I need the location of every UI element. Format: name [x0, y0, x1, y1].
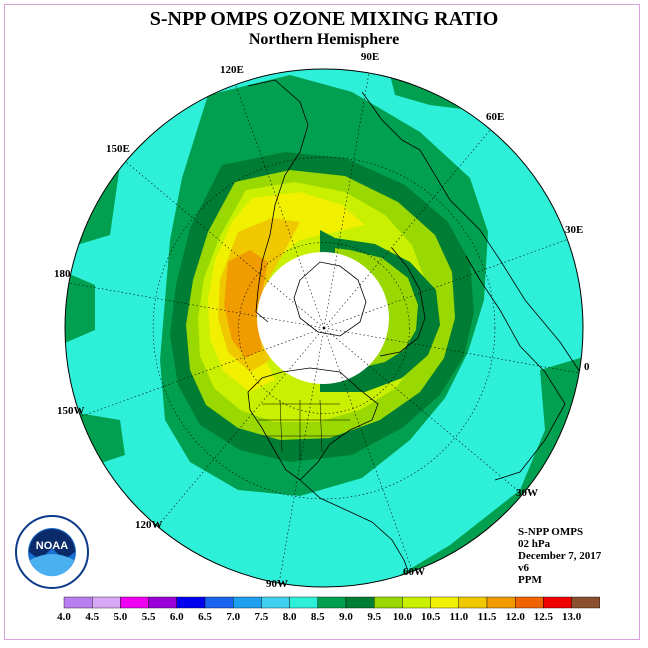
meridian-line	[323, 327, 413, 572]
colorbar-tick-label: 9.0	[339, 611, 353, 623]
colorbar-swatch	[543, 596, 572, 609]
coast-europe-north	[379, 247, 426, 357]
colorbar-tick-label: 8.5	[311, 611, 325, 623]
meridian-line	[125, 161, 325, 329]
lon-label-120e: 120E	[220, 64, 244, 76]
colorbar-swatch	[204, 596, 234, 609]
map-boundary	[64, 68, 584, 588]
colorbar-swatch	[515, 596, 544, 609]
coast-central-america	[299, 479, 413, 583]
colorbar-swatch	[430, 596, 460, 609]
colorbar-swatch	[402, 596, 431, 609]
colorbar-tick-label: 11.0	[449, 611, 468, 623]
colorbar-tick-label: 9.5	[367, 611, 381, 623]
lon-label-60e: 60E	[486, 111, 504, 123]
meridian-line	[157, 327, 325, 527]
info-date: December 7, 2017	[518, 550, 602, 562]
meridian-line	[68, 282, 325, 329]
coast-africa-europe	[465, 255, 566, 481]
lon-label-30e: 30E	[565, 224, 583, 236]
latitude-circle	[238, 242, 410, 414]
ozone-band-11.5	[224, 250, 268, 358]
colorbar-tick-label: 5.0	[114, 611, 128, 623]
meridian-line	[323, 72, 370, 329]
colorbar-labels: 4.0 4.5 5.0 5.5 6.0 6.5 7.0 7.5 8.0 8.5 9.0 9.5 10.0…	[57, 611, 582, 623]
colorbar-tick-label: 13.0	[562, 611, 582, 623]
colorbar-tick-label: 7.0	[226, 611, 240, 623]
meridian-line	[323, 327, 580, 374]
lon-label-0: 0	[584, 361, 590, 373]
colorbar-tick-label: 6.0	[170, 611, 184, 623]
colorbar-tick-label: 5.5	[142, 611, 156, 623]
lon-label-60w: 60W	[403, 566, 425, 578]
meridian-line	[278, 327, 325, 584]
coast-asia-east	[247, 79, 309, 323]
latitude-circle	[152, 156, 496, 500]
colorbar-swatch	[486, 596, 516, 609]
colorbar-swatch	[120, 596, 149, 609]
figure-frame	[4, 4, 640, 640]
colorbar-swatch	[458, 596, 488, 609]
meridian-line	[323, 239, 568, 329]
coast-asia-south	[361, 91, 581, 373]
colorbar-tick-label: 4.5	[85, 611, 99, 623]
meridian-line	[235, 84, 325, 329]
info-block: S-NPP OMPS 02 hPa December 7, 2017 v6 PP…	[518, 526, 601, 586]
meridian-line	[323, 129, 491, 329]
lon-label-180: 180	[54, 268, 71, 280]
colorbar-swatch	[232, 596, 262, 609]
colorbar-swatch	[176, 596, 206, 609]
colorbar-tick-label: 4.0	[57, 611, 71, 623]
colorbar-tick-label: 10.5	[421, 611, 441, 623]
map-subtitle: Northern Hemisphere	[248, 31, 400, 48]
lon-label-90e: 90E	[361, 51, 379, 63]
colorbar-swatch	[374, 596, 403, 609]
colorbar-tick-label: 8.0	[283, 611, 297, 623]
colorbar-swatch	[261, 596, 290, 609]
colorbar-swatch	[571, 596, 600, 609]
info-version: v6	[518, 562, 529, 574]
colorbar-swatch	[345, 596, 375, 609]
info-units: PPM	[518, 574, 542, 586]
lon-label-150w: 150W	[57, 405, 85, 417]
ozone-patch-edge-west-2	[65, 270, 95, 345]
colorbar-tick-label: 6.5	[198, 611, 212, 623]
map-title: S-NPP OMPS OZONE MIXING RATIO	[149, 8, 499, 30]
coastlines	[247, 79, 581, 583]
graticule	[68, 72, 580, 584]
colorbar-tick-label: 12.0	[506, 611, 526, 623]
noaa-logo: NOAA	[15, 515, 89, 589]
lon-label-30w: 30W	[516, 487, 538, 499]
polar-night-no-data	[257, 252, 389, 384]
colorbar-swatch	[317, 596, 347, 609]
colorbar-swatch	[91, 596, 121, 609]
meridian-line	[323, 327, 523, 495]
colorbar-swatch	[63, 596, 93, 609]
colorbar-tick-label: 7.5	[255, 611, 269, 623]
lon-label-150e: 150E	[106, 143, 130, 155]
coast-arctic-islands	[293, 261, 367, 337]
colorbar-tick-label: 10.0	[393, 611, 413, 623]
coast-north-america	[247, 367, 379, 481]
lon-label-90w: 90W	[266, 578, 288, 590]
colorbar-swatch	[148, 596, 178, 609]
colorbar-tick-label: 12.5	[534, 611, 554, 623]
us-state-lines	[258, 399, 350, 460]
meridian-line	[80, 327, 325, 417]
lon-label-120w: 120W	[135, 519, 163, 531]
info-instrument: S-NPP OMPS	[518, 526, 584, 538]
noaa-logo-text: NOAA	[36, 540, 68, 552]
colorbar-boxes	[63, 596, 600, 609]
colorbar-swatch	[289, 596, 319, 609]
info-level: 02 hPa	[518, 538, 551, 550]
colorbar-tick-label: 11.5	[478, 611, 497, 623]
